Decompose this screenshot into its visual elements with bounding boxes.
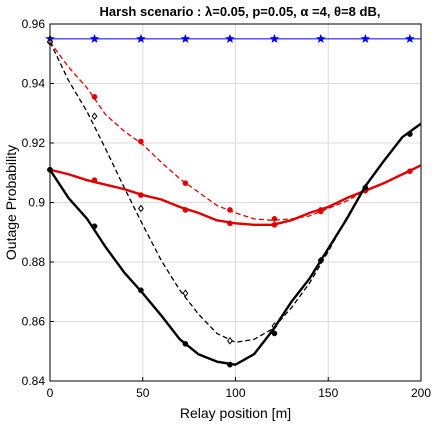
y-tick-label: 0.96 bbox=[22, 17, 46, 31]
series-1-marker bbox=[271, 216, 278, 222]
series-4-marker bbox=[271, 330, 278, 337]
series-3-marker bbox=[271, 221, 278, 228]
series-3-marker bbox=[407, 168, 413, 175]
series-2-marker bbox=[227, 337, 233, 345]
series-1-marker bbox=[91, 94, 98, 100]
series-4-marker bbox=[182, 340, 189, 347]
x-tick-label: 200 bbox=[411, 386, 431, 400]
series-3-marker bbox=[227, 220, 233, 227]
series-4-marker bbox=[317, 257, 324, 264]
series-0-marker bbox=[269, 33, 280, 43]
series-0-marker bbox=[89, 33, 100, 43]
series-4-marker bbox=[91, 223, 98, 230]
series-0-marker bbox=[225, 33, 235, 43]
series-3-marker bbox=[317, 208, 324, 215]
series-2-marker bbox=[137, 204, 144, 213]
series-4-line bbox=[48, 122, 422, 366]
series-0-marker bbox=[405, 33, 415, 43]
series-3-marker bbox=[182, 207, 189, 213]
y-axis-label: Outage Probability bbox=[3, 145, 19, 260]
series-3-marker bbox=[91, 177, 98, 184]
y-tick-label: 0.86 bbox=[22, 315, 46, 329]
y-tick-label: 0.9 bbox=[28, 196, 45, 210]
x-tick-label: 0 bbox=[47, 386, 54, 400]
series-4-marker bbox=[138, 287, 144, 294]
series-0-marker bbox=[180, 33, 191, 43]
series-1-line bbox=[49, 41, 366, 222]
series-0-marker bbox=[136, 33, 146, 43]
series-0-marker bbox=[316, 33, 326, 43]
chart-title: Harsh scenario : λ=0.05, p=0.05, α =4, θ… bbox=[100, 4, 381, 19]
series-4-marker bbox=[362, 184, 369, 191]
series-2-marker bbox=[182, 289, 189, 298]
x-tick-label: 50 bbox=[136, 386, 150, 400]
series-2-marker bbox=[91, 112, 98, 121]
series-2-line bbox=[49, 41, 366, 343]
y-tick-label: 0.92 bbox=[22, 136, 46, 150]
series-4-marker bbox=[407, 131, 413, 137]
grid-lines bbox=[49, 23, 422, 382]
series-3-marker bbox=[138, 192, 144, 198]
x-tick-label: 100 bbox=[225, 386, 245, 400]
x-axis-label: Relay position [m] bbox=[180, 405, 291, 421]
series-1-marker bbox=[227, 207, 233, 213]
y-tick-label: 0.88 bbox=[22, 255, 46, 269]
axis-ticks: 0 50 100 150 200 0.84 0.86 0.88 0.9 0.92 0.94 0.96 bbox=[22, 17, 432, 400]
series-3-line bbox=[49, 164, 422, 227]
series-1-marker bbox=[182, 180, 189, 187]
series-1-marker bbox=[138, 138, 144, 145]
series-layer bbox=[45, 33, 422, 368]
y-tick-label: 0.84 bbox=[22, 374, 46, 388]
series-4-marker bbox=[227, 361, 233, 368]
series-0-marker bbox=[360, 33, 371, 43]
y-tick-label: 0.94 bbox=[22, 77, 46, 91]
x-tick-label: 150 bbox=[318, 386, 338, 400]
